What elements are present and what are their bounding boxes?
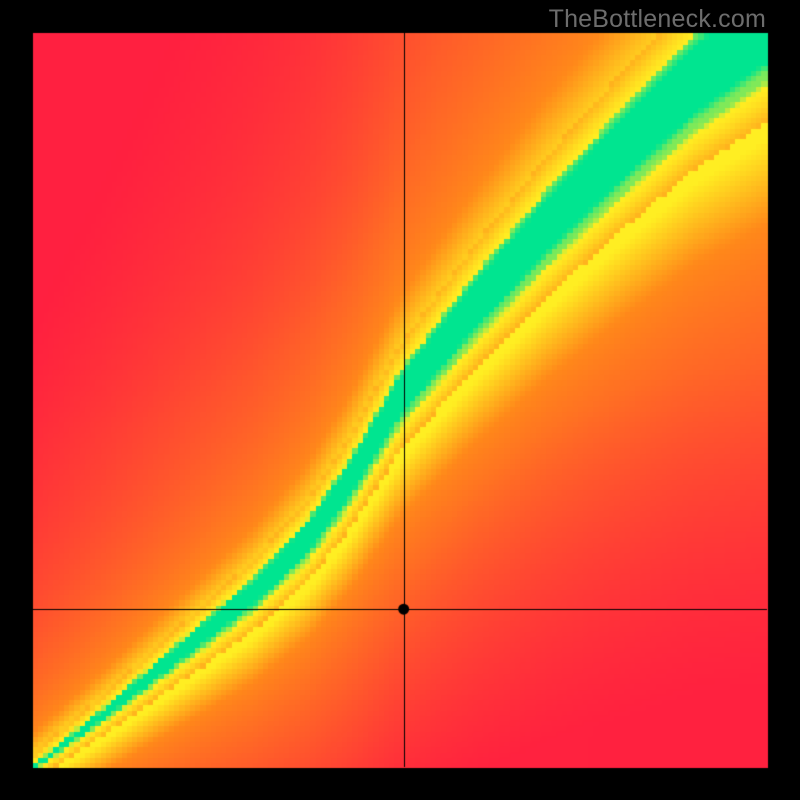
watermark-text: TheBottleneck.com <box>549 5 766 34</box>
chart-container: TheBottleneck.com <box>0 0 800 800</box>
heatmap-canvas <box>0 0 800 800</box>
